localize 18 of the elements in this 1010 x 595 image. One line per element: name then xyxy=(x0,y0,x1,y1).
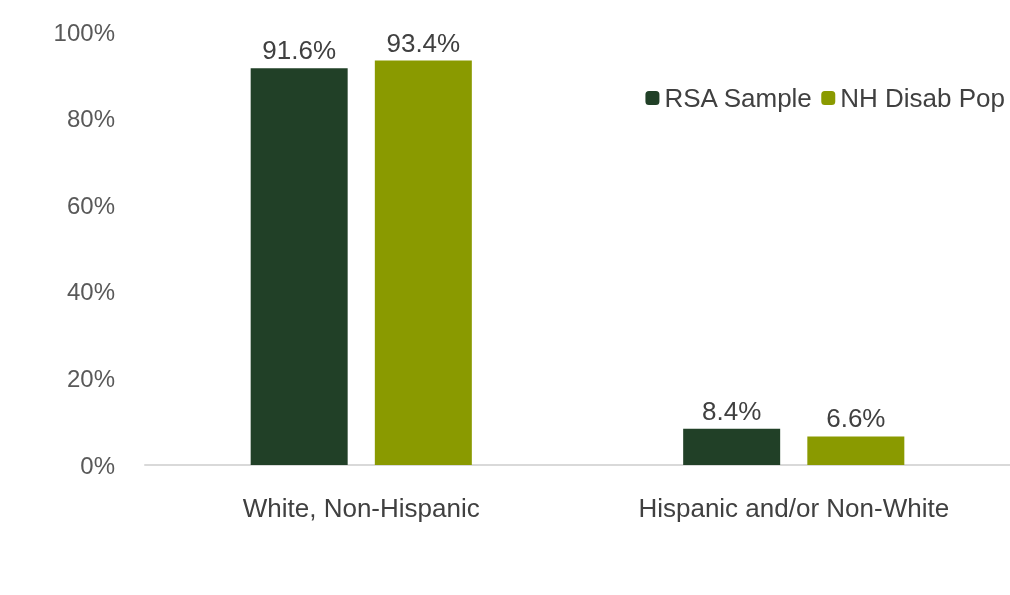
y-tick-label: 0% xyxy=(80,451,115,479)
y-tick-label: 40% xyxy=(66,278,115,306)
bar xyxy=(374,60,472,465)
data-label: 8.4% xyxy=(702,395,762,426)
legend-label: RSA Sample xyxy=(664,83,812,113)
bar xyxy=(807,436,905,465)
data-label: 93.4% xyxy=(386,27,461,58)
y-tick-label: 60% xyxy=(66,191,115,219)
bar xyxy=(250,68,348,465)
data-label: 6.6% xyxy=(826,403,886,434)
legend-label: NH Disab Pop xyxy=(840,83,1005,113)
bar xyxy=(683,428,781,465)
data-label: 91.6% xyxy=(262,35,337,66)
y-tick-label: 20% xyxy=(66,364,115,392)
x-tick-label: White, Non-Hispanic xyxy=(242,493,480,523)
y-tick-label: 80% xyxy=(66,105,115,133)
y-tick-label: 100% xyxy=(53,18,115,46)
x-tick-label: Hispanic and/or Non-White xyxy=(638,493,950,523)
